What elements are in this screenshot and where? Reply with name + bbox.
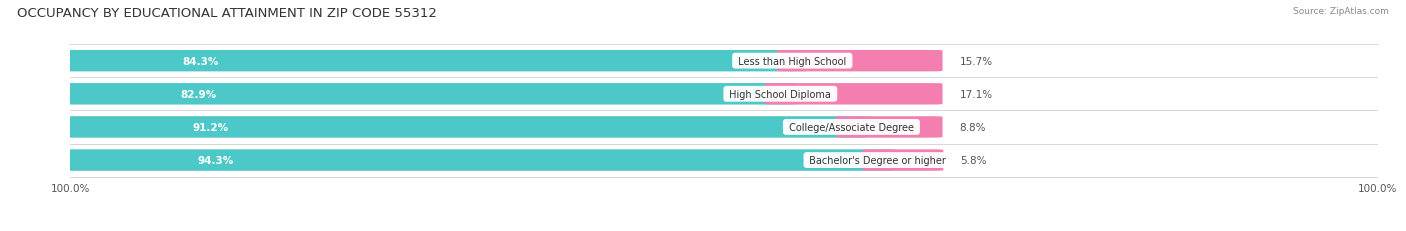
FancyBboxPatch shape xyxy=(55,84,796,105)
Text: Bachelor's Degree or higher: Bachelor's Degree or higher xyxy=(807,155,949,165)
FancyBboxPatch shape xyxy=(55,51,942,72)
FancyBboxPatch shape xyxy=(835,117,942,138)
Text: 8.8%: 8.8% xyxy=(959,122,986,132)
Text: OCCUPANCY BY EDUCATIONAL ATTAINMENT IN ZIP CODE 55312: OCCUPANCY BY EDUCATIONAL ATTAINMENT IN Z… xyxy=(17,7,437,20)
FancyBboxPatch shape xyxy=(55,150,894,171)
FancyBboxPatch shape xyxy=(55,51,808,72)
FancyBboxPatch shape xyxy=(55,150,942,171)
Text: 15.7%: 15.7% xyxy=(959,56,993,66)
FancyBboxPatch shape xyxy=(862,150,943,171)
Text: College/Associate Degree: College/Associate Degree xyxy=(786,122,917,132)
FancyBboxPatch shape xyxy=(55,117,868,138)
Text: 91.2%: 91.2% xyxy=(193,122,229,132)
FancyBboxPatch shape xyxy=(776,51,942,72)
Text: Less than High School: Less than High School xyxy=(735,56,849,66)
FancyBboxPatch shape xyxy=(55,84,942,105)
Text: High School Diploma: High School Diploma xyxy=(727,89,834,99)
Text: 82.9%: 82.9% xyxy=(180,89,217,99)
FancyBboxPatch shape xyxy=(765,84,942,105)
FancyBboxPatch shape xyxy=(55,117,942,138)
Text: 84.3%: 84.3% xyxy=(181,56,218,66)
Text: 17.1%: 17.1% xyxy=(959,89,993,99)
Text: 94.3%: 94.3% xyxy=(198,155,233,165)
Text: 5.8%: 5.8% xyxy=(960,155,987,165)
Text: Source: ZipAtlas.com: Source: ZipAtlas.com xyxy=(1294,7,1389,16)
